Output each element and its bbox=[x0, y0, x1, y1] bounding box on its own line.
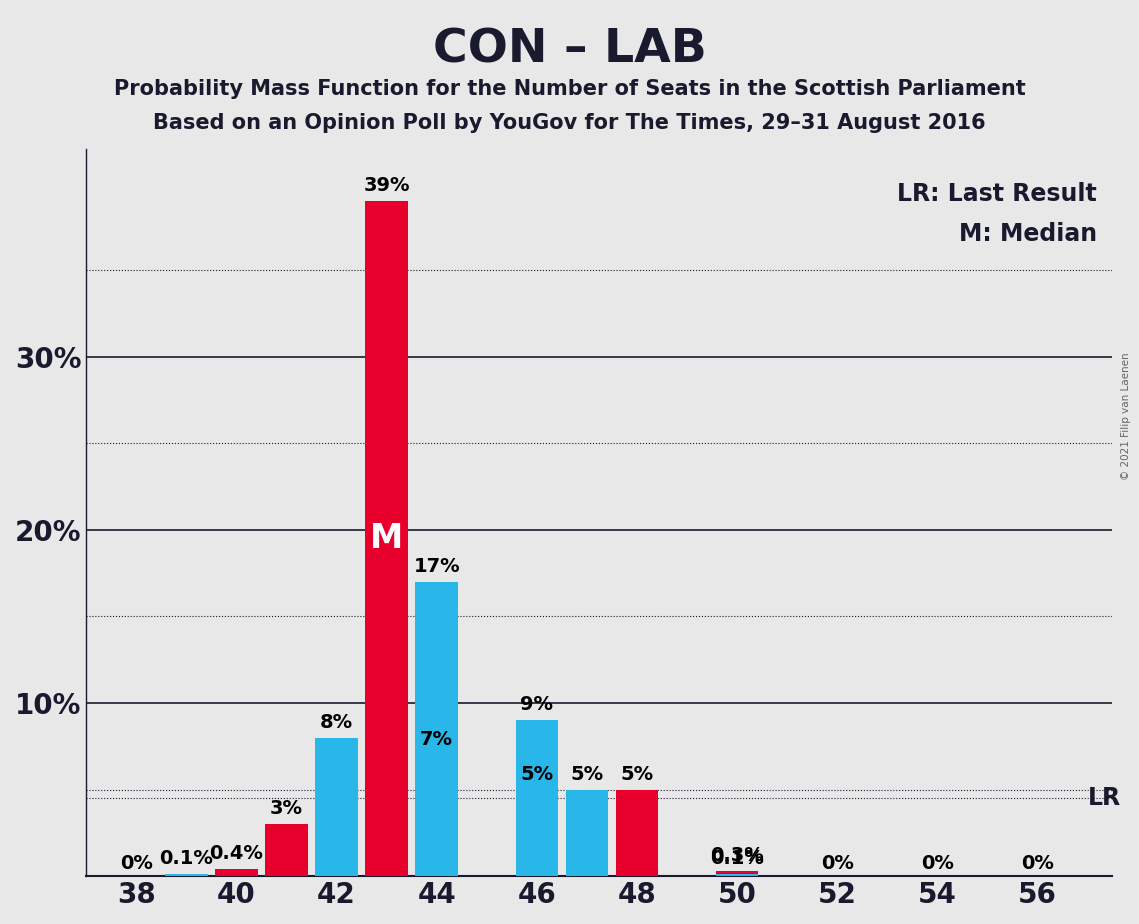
Text: 0.1%: 0.1% bbox=[710, 849, 764, 869]
Text: 5%: 5% bbox=[571, 764, 604, 784]
Text: 7%: 7% bbox=[420, 730, 453, 748]
Bar bbox=[616, 790, 658, 876]
Text: 0%: 0% bbox=[821, 854, 853, 872]
Bar bbox=[715, 871, 759, 876]
Text: 8%: 8% bbox=[320, 712, 353, 732]
Bar bbox=[516, 790, 558, 876]
Text: 9%: 9% bbox=[521, 695, 554, 714]
Bar bbox=[215, 869, 257, 876]
Bar bbox=[416, 755, 458, 876]
Text: 0.3%: 0.3% bbox=[710, 845, 764, 865]
Text: 17%: 17% bbox=[413, 557, 460, 576]
Text: M: Median: M: Median bbox=[959, 222, 1097, 246]
Bar bbox=[165, 874, 207, 876]
Bar bbox=[516, 721, 558, 876]
Text: 0%: 0% bbox=[920, 854, 953, 872]
Text: 0%: 0% bbox=[1021, 854, 1054, 872]
Text: 0.1%: 0.1% bbox=[159, 849, 213, 869]
Text: LR: LR bbox=[1088, 786, 1121, 810]
Bar bbox=[566, 790, 608, 876]
Bar bbox=[316, 737, 358, 876]
Text: Probability Mass Function for the Number of Seats in the Scottish Parliament: Probability Mass Function for the Number… bbox=[114, 79, 1025, 99]
Text: CON – LAB: CON – LAB bbox=[433, 28, 706, 73]
Bar bbox=[366, 201, 408, 876]
Text: 0%: 0% bbox=[120, 854, 153, 872]
Text: Based on an Opinion Poll by YouGov for The Times, 29–31 August 2016: Based on an Opinion Poll by YouGov for T… bbox=[153, 113, 986, 133]
Bar bbox=[715, 874, 759, 876]
Text: M: M bbox=[370, 522, 403, 555]
Text: 5%: 5% bbox=[621, 764, 654, 784]
Text: 39%: 39% bbox=[363, 176, 410, 195]
Text: © 2021 Filip van Laenen: © 2021 Filip van Laenen bbox=[1121, 352, 1131, 480]
Text: 0.4%: 0.4% bbox=[210, 845, 263, 863]
Bar bbox=[265, 824, 308, 876]
Text: 3%: 3% bbox=[270, 799, 303, 818]
Text: LR: Last Result: LR: Last Result bbox=[898, 182, 1097, 206]
Bar bbox=[416, 582, 458, 876]
Text: 5%: 5% bbox=[521, 764, 554, 784]
